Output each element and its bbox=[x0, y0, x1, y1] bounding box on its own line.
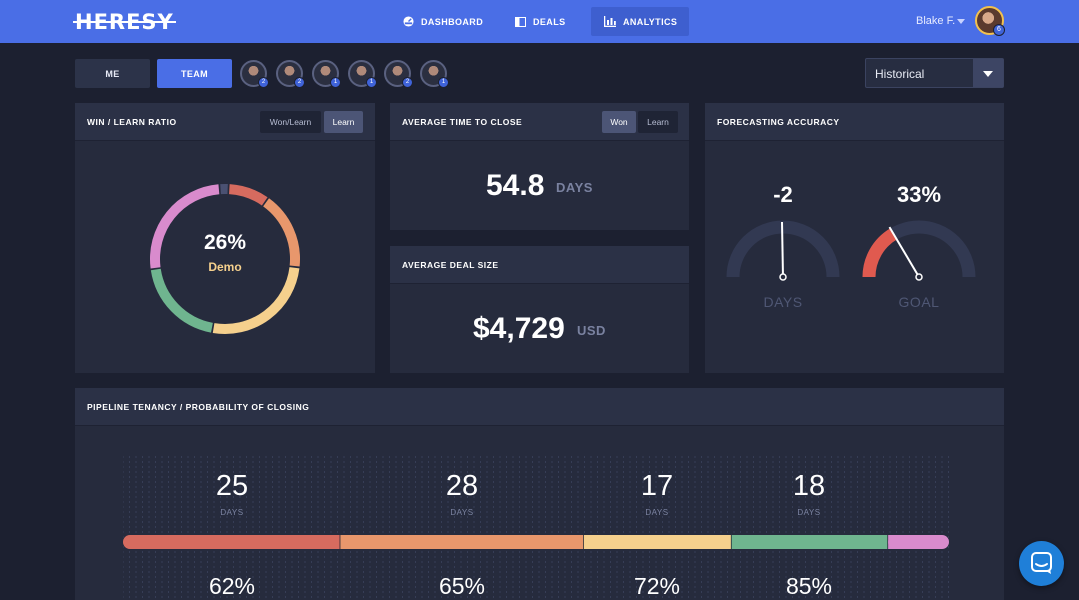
donut-center-label: Demo bbox=[208, 260, 242, 274]
card-title: AVERAGE DEAL SIZE bbox=[402, 260, 499, 270]
forecast-card: FORECASTING ACCURACY -2 33% DAYS GOAL bbox=[705, 103, 1004, 373]
donut-slice bbox=[228, 184, 268, 206]
pipeline-segment-fill bbox=[888, 535, 942, 549]
stage-days-value: 18 bbox=[792, 470, 826, 502]
stage-probability: 72% bbox=[633, 573, 681, 599]
nav-deals-label: DEALS bbox=[533, 16, 566, 27]
toggle-learn[interactable]: Learn bbox=[638, 111, 678, 133]
pipeline-segment bbox=[583, 535, 732, 549]
nav-deals[interactable]: DEALS bbox=[502, 7, 579, 36]
top-bar: HERESY DASHBOARD DEALS ANALYTICS Blake F… bbox=[0, 0, 1079, 43]
gauge-needle bbox=[781, 221, 784, 278]
gauge-days bbox=[726, 220, 840, 281]
toggle-won[interactable]: Won bbox=[602, 111, 636, 133]
gauge-goal-value: 33% bbox=[896, 182, 942, 207]
nav-analytics[interactable]: ANALYTICS bbox=[591, 7, 689, 36]
card-title: FORECASTING ACCURACY bbox=[717, 117, 840, 127]
period-select[interactable]: Historical bbox=[865, 58, 1004, 88]
donut-slice bbox=[150, 268, 214, 333]
period-select-value: Historical bbox=[875, 67, 925, 81]
chat-bubble-icon bbox=[1031, 552, 1052, 574]
pipeline-segment-fill bbox=[130, 535, 341, 549]
stage-days-value: 28 bbox=[445, 470, 479, 502]
time-to-close-card: AVERAGE TIME TO CLOSE Won Learn 54.8 DAY… bbox=[390, 103, 689, 230]
win-learn-donut-chart bbox=[150, 184, 300, 334]
team-member-avatar[interactable]: 1 bbox=[312, 60, 341, 88]
deal-size-card: AVERAGE DEAL SIZE $4,729 USD bbox=[390, 246, 689, 373]
nav-analytics-label: ANALYTICS bbox=[623, 16, 678, 27]
deal-size-value: $4,729 bbox=[473, 312, 565, 345]
gauge-goal-label: GOAL bbox=[898, 294, 940, 310]
card-title: PIPELINE TENANCY / PROBABILITY OF CLOSIN… bbox=[87, 402, 310, 412]
app-logo[interactable]: HERESY bbox=[73, 10, 176, 34]
gauge-pivot bbox=[915, 273, 923, 281]
user-name[interactable]: Blake F. bbox=[916, 15, 956, 27]
chevron-down-icon[interactable] bbox=[973, 59, 1003, 87]
win-learn-card: WIN / LEARN RATIO Won/Learn Learn 26% De… bbox=[75, 103, 375, 373]
deal-size-unit: USD bbox=[577, 323, 606, 338]
team-member-avatar[interactable]: 2 bbox=[240, 60, 269, 88]
nav-dashboard[interactable]: DASHBOARD bbox=[390, 7, 496, 36]
user-avatar-badge: 6 bbox=[993, 24, 1005, 36]
stage-days-unit: DAYS bbox=[220, 508, 244, 517]
toggle-learn[interactable]: Learn bbox=[324, 111, 363, 133]
dashboard-gauge-icon bbox=[403, 16, 414, 27]
team-member-badge: 2 bbox=[294, 77, 305, 88]
pipeline-segment bbox=[340, 535, 584, 549]
stage-days-value: 25 bbox=[215, 470, 249, 502]
donut-slice bbox=[150, 184, 220, 269]
stage-days-unit: DAYS bbox=[797, 508, 821, 517]
donut-center-value: 26% bbox=[203, 231, 247, 254]
stage-days-value: 17 bbox=[640, 470, 674, 502]
analytics-bars-icon bbox=[604, 16, 616, 27]
stage-days-unit: DAYS bbox=[645, 508, 669, 517]
donut-slice bbox=[263, 198, 300, 267]
team-member-avatar[interactable]: 1 bbox=[348, 60, 377, 88]
card-title: AVERAGE TIME TO CLOSE bbox=[402, 117, 523, 127]
team-member-avatar[interactable]: 2 bbox=[276, 60, 305, 88]
team-member-badge: 1 bbox=[330, 77, 341, 88]
gauge-days-label: DAYS bbox=[763, 294, 803, 310]
card-header: AVERAGE DEAL SIZE bbox=[390, 246, 689, 284]
toggle-won-learn[interactable]: Won/Learn bbox=[260, 111, 321, 133]
team-member-badge: 2 bbox=[258, 77, 269, 88]
time-to-close-unit: DAYS bbox=[556, 180, 593, 195]
stage-probability: 85% bbox=[785, 573, 833, 599]
team-member-badge: 2 bbox=[402, 77, 413, 88]
time-to-close-value: 54.8 bbox=[486, 169, 545, 202]
gauge-goal bbox=[862, 220, 976, 281]
me-toggle-button[interactable]: ME bbox=[75, 59, 150, 88]
nav-dashboard-label: DASHBOARD bbox=[421, 16, 484, 27]
chat-launcher-button[interactable] bbox=[1019, 541, 1064, 586]
card-header: PIPELINE TENANCY / PROBABILITY OF CLOSIN… bbox=[75, 388, 1004, 426]
pipeline-grid-lines bbox=[123, 456, 949, 600]
team-member-badge: 1 bbox=[366, 77, 377, 88]
gauge-pivot bbox=[779, 273, 787, 281]
stage-probability: 65% bbox=[438, 573, 486, 599]
user-menu-caret-icon[interactable] bbox=[957, 19, 965, 24]
team-member-avatar[interactable]: 2 bbox=[384, 60, 413, 88]
stage-probability: 62% bbox=[208, 573, 256, 599]
card-header: WIN / LEARN RATIO Won/Learn Learn bbox=[75, 103, 375, 141]
team-toggle-button[interactable]: TEAM bbox=[157, 59, 232, 88]
stage-days-unit: DAYS bbox=[450, 508, 474, 517]
gauge-needle bbox=[888, 226, 920, 278]
deals-book-icon bbox=[515, 16, 526, 27]
pipeline-segment bbox=[731, 535, 889, 549]
team-member-avatar[interactable]: 1 bbox=[420, 60, 449, 88]
card-header: FORECASTING ACCURACY bbox=[705, 103, 1004, 141]
pipeline-card: PIPELINE TENANCY / PROBABILITY OF CLOSIN… bbox=[75, 388, 1004, 600]
user-avatar[interactable]: 6 bbox=[975, 6, 1005, 36]
card-title: WIN / LEARN RATIO bbox=[87, 117, 177, 127]
pipeline-stage-bar bbox=[123, 535, 949, 549]
gauge-fill bbox=[862, 228, 898, 278]
donut-slice bbox=[212, 266, 300, 334]
card-header: AVERAGE TIME TO CLOSE Won Learn bbox=[390, 103, 689, 141]
gauge-days-value: -2 bbox=[773, 182, 793, 207]
team-member-badge: 1 bbox=[438, 77, 449, 88]
